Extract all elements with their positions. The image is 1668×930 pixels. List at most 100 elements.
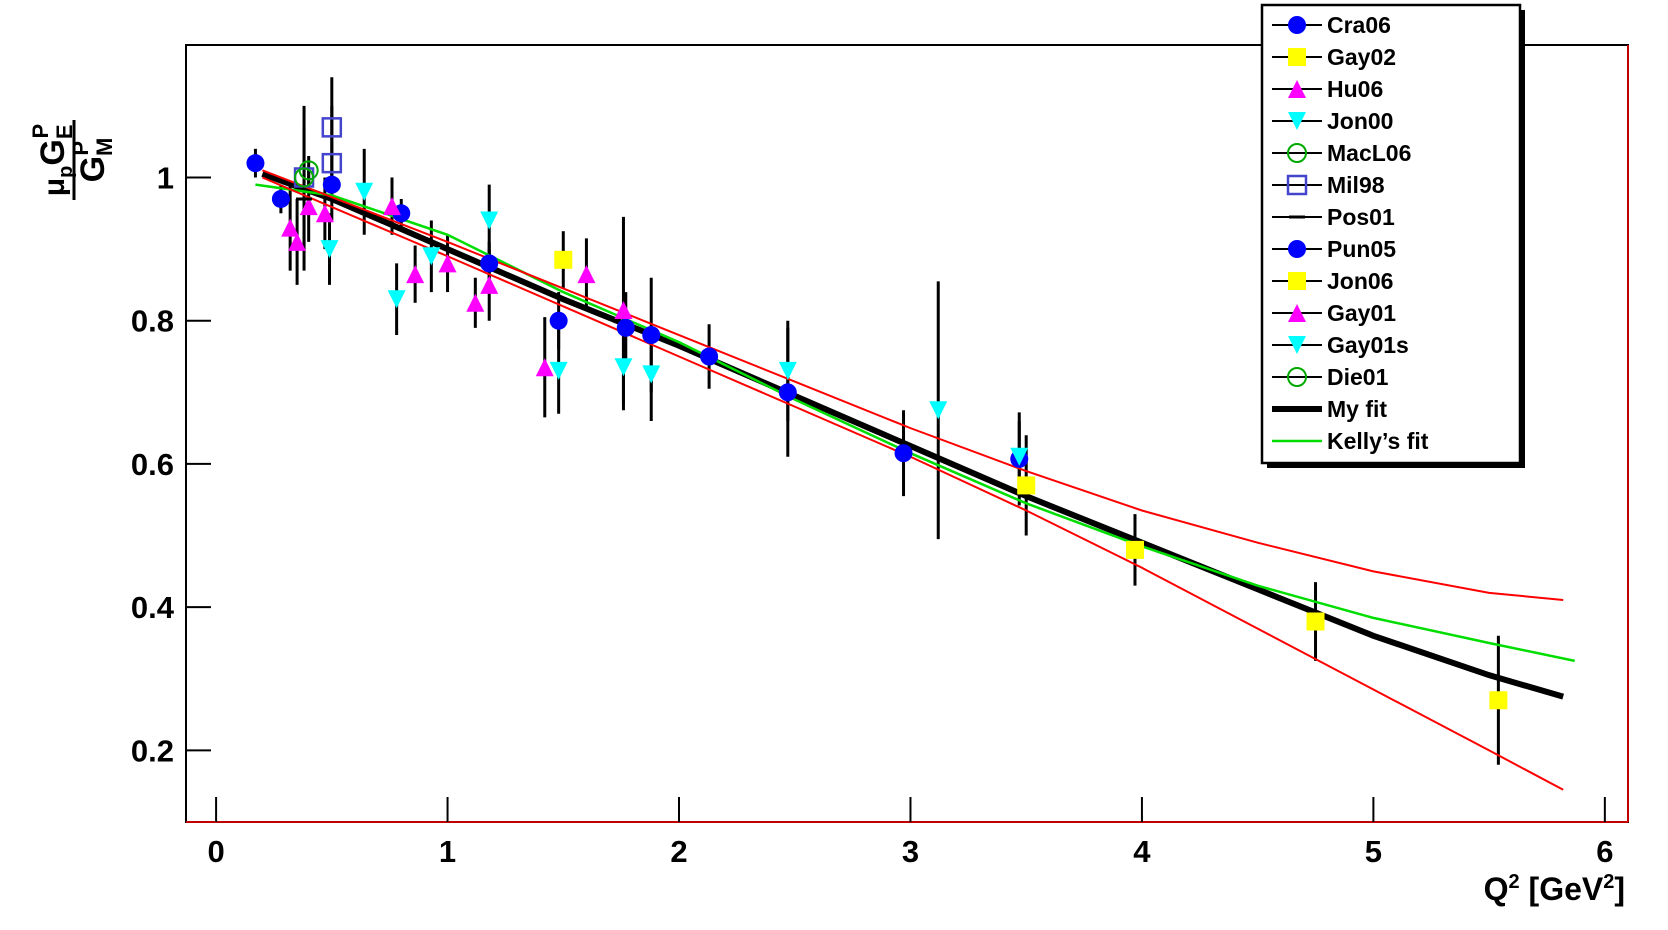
marker bbox=[387, 290, 406, 309]
marker bbox=[778, 361, 797, 380]
marker bbox=[246, 154, 265, 173]
marker bbox=[438, 254, 457, 273]
legend-label: My fit bbox=[1327, 396, 1387, 422]
fit-line bbox=[262, 169, 1564, 601]
marker bbox=[929, 401, 948, 420]
marker bbox=[480, 254, 499, 273]
x-tick-label: 6 bbox=[1596, 834, 1613, 869]
marker bbox=[294, 167, 315, 188]
marker bbox=[321, 152, 343, 174]
marker bbox=[315, 204, 334, 223]
y-label-part: μ bbox=[38, 178, 71, 196]
y-label-part: M bbox=[92, 138, 117, 156]
y-axis-label: μpGEP GMP bbox=[28, 120, 117, 200]
x-tick-label: 3 bbox=[902, 834, 919, 869]
legend-label: Jon00 bbox=[1327, 108, 1393, 134]
marker bbox=[271, 189, 290, 208]
marker bbox=[1288, 112, 1306, 130]
marker bbox=[1287, 143, 1307, 163]
y-label-part: E bbox=[52, 124, 77, 139]
marker bbox=[322, 175, 341, 194]
legend-label: Gay02 bbox=[1327, 44, 1396, 70]
marker bbox=[778, 383, 797, 402]
marker bbox=[1286, 174, 1308, 196]
y-label-part: GMP bbox=[68, 138, 117, 183]
marker bbox=[1288, 272, 1306, 290]
marker bbox=[894, 444, 913, 463]
marker bbox=[1489, 691, 1508, 710]
fit-line bbox=[261, 176, 1564, 791]
marker bbox=[1306, 612, 1325, 631]
marker bbox=[355, 182, 374, 201]
marker bbox=[554, 250, 573, 269]
legend-label: Pun05 bbox=[1327, 236, 1396, 262]
marker bbox=[642, 326, 661, 345]
marker bbox=[480, 211, 499, 230]
y-label-part: p bbox=[55, 166, 77, 178]
y-tick-label: 0.6 bbox=[131, 447, 174, 482]
marker bbox=[1288, 16, 1306, 34]
legend bbox=[1260, 3, 1522, 465]
marker bbox=[614, 358, 633, 377]
y-tick-label: 1 bbox=[157, 160, 174, 195]
x-tick-label: 5 bbox=[1365, 834, 1382, 869]
marker bbox=[406, 265, 425, 284]
marker bbox=[614, 300, 633, 319]
marker bbox=[1288, 48, 1306, 66]
fit-line bbox=[261, 171, 1565, 700]
marker bbox=[320, 240, 339, 259]
marker bbox=[577, 265, 596, 284]
marker bbox=[288, 232, 307, 251]
marker bbox=[1287, 367, 1307, 387]
y-tick-label: 0.8 bbox=[131, 304, 174, 339]
marker bbox=[549, 311, 568, 330]
marker bbox=[299, 197, 318, 216]
y-tick-label: 0.4 bbox=[131, 590, 175, 625]
legend-label: Hu06 bbox=[1327, 76, 1383, 102]
y-tick-label: 0.2 bbox=[131, 733, 174, 768]
marker bbox=[642, 365, 661, 384]
marker bbox=[383, 197, 401, 216]
x-tick-label: 4 bbox=[1133, 834, 1151, 869]
x-tick-label: 0 bbox=[207, 834, 224, 869]
x-label-part: 2 bbox=[1603, 871, 1614, 893]
legend-label: Gay01s bbox=[1327, 332, 1409, 358]
x-label-part: [GeV bbox=[1520, 871, 1604, 907]
x-label-part: Q bbox=[1484, 871, 1509, 907]
legend-label: Jon06 bbox=[1327, 268, 1393, 294]
marker bbox=[1288, 304, 1306, 322]
marker bbox=[466, 293, 485, 312]
x-tick-label: 2 bbox=[670, 834, 687, 869]
marker bbox=[616, 318, 635, 337]
marker bbox=[1125, 540, 1144, 559]
y-label-part: μpGEP bbox=[28, 124, 77, 196]
marker bbox=[281, 218, 300, 237]
y-label-part: P bbox=[68, 141, 93, 156]
marker bbox=[1288, 336, 1306, 354]
marker bbox=[1288, 80, 1306, 98]
marker bbox=[480, 275, 499, 294]
legend-label: Die01 bbox=[1327, 364, 1389, 390]
marker bbox=[535, 358, 554, 377]
marker bbox=[321, 117, 343, 138]
x-axis-label: Q2 [GeV2] bbox=[1484, 871, 1625, 907]
legend-label: Cra06 bbox=[1327, 12, 1391, 38]
x-tick-label: 1 bbox=[439, 834, 456, 869]
marker bbox=[700, 347, 719, 366]
x-label-part: 2 bbox=[1509, 871, 1520, 893]
marker bbox=[422, 247, 441, 266]
marker bbox=[549, 361, 568, 380]
legend-label: Pos01 bbox=[1327, 204, 1395, 230]
y-label-part: G bbox=[74, 156, 112, 182]
marker bbox=[1288, 240, 1306, 258]
legend-label: Mil98 bbox=[1327, 172, 1385, 198]
legend-label: Gay01 bbox=[1327, 300, 1396, 326]
y-label-part: G bbox=[34, 139, 72, 165]
marker bbox=[1010, 447, 1029, 466]
legend-label: Kelly’s fit bbox=[1327, 428, 1429, 454]
y-label-part: P bbox=[28, 124, 53, 139]
legend-label: MacL06 bbox=[1327, 140, 1411, 166]
marker bbox=[1017, 476, 1036, 495]
x-label-part: ] bbox=[1614, 871, 1625, 907]
